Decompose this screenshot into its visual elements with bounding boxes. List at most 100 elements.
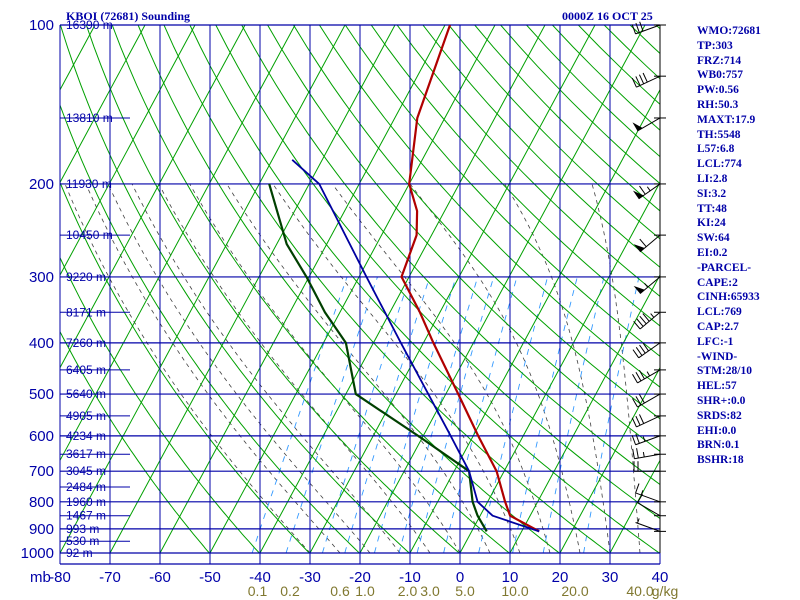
height-label: 3045 m [66, 464, 106, 478]
temperature-tick-label: -30 [299, 569, 321, 586]
isotherm-line [359, 25, 646, 554]
index-item: LCL:774 [697, 158, 742, 171]
isotherm-line [459, 181, 660, 554]
isotherm-line [409, 88, 660, 554]
height-label: 92 m [66, 546, 93, 560]
height-label: 4905 m [66, 409, 106, 423]
index-item: SHR+:0.0 [697, 394, 746, 407]
wind-barb [632, 183, 666, 200]
index-item: CAPE:2 [697, 276, 738, 289]
height-label: 13810 m [66, 111, 113, 125]
wind-barb [631, 433, 666, 446]
mixing-ratio-label: 5.0 [455, 583, 475, 599]
index-item: PW:0.56 [697, 84, 739, 97]
index-item: SW:64 [697, 232, 730, 245]
dry-adiabat-line [163, 25, 610, 554]
dry-adiabat-line [111, 25, 510, 554]
stability-indices-panel: WMO:72681 TP:303 FRZ:714 WB0:757 PW:0.56 RH:5… [697, 24, 761, 468]
index-item: STM:28/10 [697, 365, 752, 378]
index-item: KI:24 [697, 217, 726, 230]
wind-barb [631, 72, 666, 88]
valid-time: 0000Z 16 OCT 25 [562, 9, 653, 23]
index-item: HEL:57 [697, 380, 737, 393]
height-label: 993 m [66, 522, 99, 536]
pressure-label: 500 [29, 386, 54, 403]
index-item: TP:303 [697, 39, 733, 52]
index-item: WMO:72681 [697, 25, 761, 37]
height-label: 6405 m [66, 363, 106, 377]
isotherm-line [609, 459, 660, 554]
isotherm-line [159, 25, 446, 554]
mixing-ratio-line [398, 276, 479, 554]
wind-barb [633, 276, 666, 295]
height-label: 5640 m [66, 387, 106, 401]
wind-barb [632, 342, 666, 359]
temperature-tick-label: -50 [199, 569, 221, 586]
index-item: MAXT:17.9 [697, 113, 756, 126]
moist-adiabat-line [158, 183, 431, 554]
mixing-ratio-label: 0.1 [248, 583, 268, 599]
isotherm-line [60, 25, 146, 184]
isotherm-line [60, 25, 346, 554]
mixing-ratio-line [443, 276, 518, 554]
dry-adiabat-line [60, 256, 260, 554]
temperature-tick-label: 30 [602, 569, 619, 586]
temperature-trace [400, 25, 540, 533]
temperature-tick-label: -10 [399, 569, 421, 586]
wind-barb [632, 448, 666, 460]
mixing-ratio-label: 10.0 [501, 583, 528, 599]
temperature-tick-label: -40 [249, 569, 271, 586]
mixing-ratio-label: 3.0 [420, 583, 440, 599]
dry-adiabat-line [85, 25, 460, 554]
isotherm-line [509, 274, 660, 554]
mixing-ratio-label: 2.0 [398, 583, 418, 599]
mixing-ratio-label: 0.2 [280, 583, 300, 599]
dry-adiabat-line [318, 25, 660, 388]
index-item: LFC:-1 [697, 335, 734, 348]
mixing-ratio-line [583, 276, 640, 554]
height-label: 8171 m [66, 305, 106, 319]
isotherm-line [60, 25, 246, 369]
temperature-tick-label: -20 [349, 569, 371, 586]
dry-adiabat-line [189, 25, 660, 554]
pressure-label: 400 [29, 335, 54, 352]
mixing-ratio-line [373, 276, 457, 554]
isotherm-line [109, 25, 396, 554]
wind-barb [635, 518, 666, 532]
index-item: BRN:0.1 [697, 439, 740, 452]
mixing-ratio-label: 40.0 [626, 583, 653, 599]
height-label: 1467 m [66, 509, 106, 523]
mixing-ratio-label: 20.0 [561, 583, 588, 599]
height-label: 3617 m [66, 447, 106, 461]
moist-adiabat-line [331, 183, 551, 554]
temperature-tick-label: -80 [49, 569, 71, 586]
dry-adiabat-line [370, 25, 660, 327]
dry-adiabat-line [60, 25, 410, 554]
index-item: CAP:2.7 [697, 320, 739, 333]
wind-barb [631, 21, 666, 35]
index-item: LCL:769 [697, 306, 742, 319]
parcel-trace [291, 159, 540, 533]
index-item: -PARCEL- [697, 261, 752, 274]
height-label: 16390 m [66, 18, 113, 32]
height-label: 1960 m [66, 495, 106, 509]
height-label: 11930 m [66, 177, 112, 191]
wind-barb [633, 461, 666, 472]
index-item: FRZ:714 [697, 54, 742, 67]
wind-barb [635, 483, 666, 503]
index-item: TH:5548 [697, 128, 741, 141]
wind-barb [633, 234, 666, 253]
index-item: -WIND- [697, 350, 738, 363]
index-item: EI:0.2 [697, 246, 728, 259]
pressure-label: 900 [29, 521, 54, 538]
index-item: EHI:0.0 [697, 424, 737, 437]
isotherm-line [60, 25, 196, 277]
mixing-ratio-label: g/kg [652, 583, 678, 599]
isotherm-line [559, 366, 660, 554]
mixing-ratio-line [285, 276, 378, 554]
pressure-label: 700 [29, 463, 54, 480]
dry-adiabat-line [396, 25, 660, 297]
pressure-label: 200 [29, 176, 54, 193]
